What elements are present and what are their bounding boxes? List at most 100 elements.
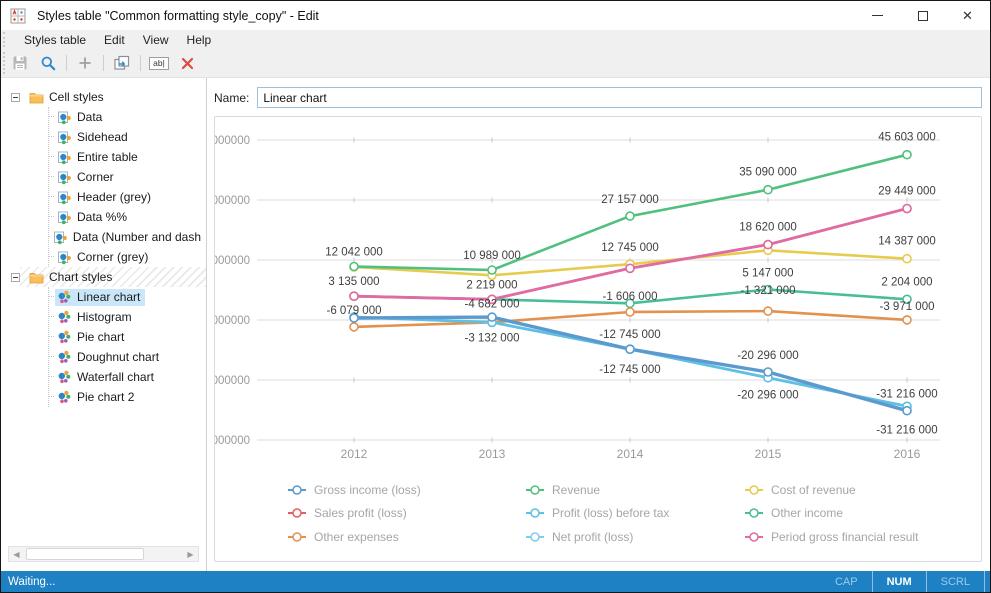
data-point-marker xyxy=(763,239,773,250)
minimize-button[interactable] xyxy=(855,1,900,30)
tree-item-waterfall-chart[interactable]: Waterfall chart xyxy=(49,367,206,387)
menu-item-view[interactable]: View xyxy=(142,32,169,47)
copy-icon xyxy=(114,55,130,70)
legend-item-6: Other expenses xyxy=(288,530,399,544)
data-point-marker xyxy=(763,284,773,295)
maximize-icon xyxy=(917,10,928,21)
tree-item-label: Corner (grey) xyxy=(77,250,149,264)
data-point-label: 29 449 000 xyxy=(878,186,936,198)
scrollbar-thumb[interactable] xyxy=(26,548,144,560)
add-button[interactable] xyxy=(72,51,98,75)
legend-marker-icon xyxy=(749,532,759,542)
tree-item-label: Header (grey) xyxy=(77,190,152,204)
tree-item-header-grey-[interactable]: Header (grey) xyxy=(49,187,206,207)
rename-button[interactable]: ab| xyxy=(146,51,172,75)
tree-item-data-number-and-dash[interactable]: Data (Number and dash xyxy=(49,227,206,247)
legend-item-1: Revenue xyxy=(526,483,600,497)
cell-style-icon xyxy=(57,190,72,205)
save-button[interactable] xyxy=(7,51,33,75)
style-editor-panel: Name: 50000000 32000000 14000000 -4000000 -2… xyxy=(195,78,990,571)
legend-marker-icon xyxy=(292,485,302,495)
legend-label: Other income xyxy=(771,506,843,520)
y-axis-tick-label: 14000000 xyxy=(215,255,250,267)
tree-item-label: Waterfall chart xyxy=(77,370,154,384)
data-point-label: 18 620 000 xyxy=(739,222,797,234)
tree-item-label: Entire table xyxy=(77,150,138,164)
style-name-input[interactable] xyxy=(257,87,982,108)
tree-item-sidehead[interactable]: Sidehead xyxy=(49,127,206,147)
data-point-marker xyxy=(902,294,912,305)
close-button[interactable]: ✕ xyxy=(945,1,990,30)
data-labels: 12 042 000 3 135 000 -6 079 000 10 989 000 2… xyxy=(325,132,937,437)
data-point-marker xyxy=(487,294,497,305)
legend-label: Sales profit (loss) xyxy=(314,506,407,520)
data-point-marker xyxy=(349,261,359,272)
data-point-label: 14 387 000 xyxy=(878,236,936,248)
toolbar-separator xyxy=(140,55,141,71)
cell-style-icon xyxy=(53,230,68,245)
tree-item-label: Data xyxy=(77,110,103,124)
styles-tree-panel: Cell styles Data Sidehead Entire table Corne… xyxy=(1,78,207,571)
collapse-icon[interactable] xyxy=(11,272,20,282)
x-axis-tick-label: 2012 xyxy=(341,447,368,461)
data-point-marker xyxy=(902,315,912,325)
tree-item-histogram[interactable]: Histogram xyxy=(49,307,206,327)
data-point-marker xyxy=(625,211,635,221)
tree-item-pie-chart-2[interactable]: Pie chart 2 xyxy=(49,387,206,407)
tree-item-pie-chart[interactable]: Pie chart xyxy=(49,327,206,347)
create-copy-button[interactable] xyxy=(109,51,135,75)
data-point-label: -6 079 000 xyxy=(327,305,382,317)
tree-horizontal-scrollbar[interactable]: ◀ ▶ xyxy=(8,546,199,562)
legend-marker-icon xyxy=(292,532,302,542)
find-button[interactable] xyxy=(35,51,61,75)
tree-item-data-[interactable]: Data %% xyxy=(49,207,206,227)
data-point-label: -4 682 000 xyxy=(465,298,520,310)
cell-style-icon xyxy=(57,250,72,265)
menu-item-help[interactable]: Help xyxy=(186,32,212,47)
tree-item-data[interactable]: Data xyxy=(49,107,206,127)
tree-item-linear-chart[interactable]: Linear chart xyxy=(49,287,206,307)
tree-item-label: Data (Number and dash xyxy=(72,230,201,244)
cell-style-icon xyxy=(57,150,72,165)
tree-item-label: Pie chart xyxy=(77,330,125,344)
tree-group-chart-styles[interactable]: Chart styles xyxy=(1,267,206,287)
data-point-marker xyxy=(902,405,912,416)
tree-item-doughnut-chart[interactable]: Doughnut chart xyxy=(49,347,206,367)
menu-item-styles-table[interactable]: Styles table xyxy=(24,32,87,47)
menu-bar: Styles table Edit View Help xyxy=(1,30,990,49)
data-point-label: -3 971 000 xyxy=(880,301,935,313)
menu-item-edit[interactable]: Edit xyxy=(104,32,125,47)
x-axis-tick-label: 2013 xyxy=(479,447,506,461)
scroll-left-arrow-icon[interactable]: ◀ xyxy=(13,549,20,559)
legend-label: Profit (loss) before tax xyxy=(552,506,669,520)
data-point-marker xyxy=(902,203,912,214)
data-point-marker xyxy=(487,312,497,322)
legend-label: Net profit (loss) xyxy=(552,530,633,544)
legend-label: Revenue xyxy=(552,483,600,497)
tree-item-entire-table[interactable]: Entire table xyxy=(49,147,206,167)
scroll-right-arrow-icon[interactable]: ▶ xyxy=(187,549,194,559)
tree-item-corner-grey-[interactable]: Corner (grey) xyxy=(49,247,206,267)
tree-item-label: Corner xyxy=(77,170,114,184)
legend-marker-icon xyxy=(292,508,302,518)
tree-item-corner[interactable]: Corner xyxy=(49,167,206,187)
data-point-label: -3 132 000 xyxy=(465,332,520,344)
data-point-label: 12 042 000 xyxy=(325,247,383,259)
data-point-label: -31 216 000 xyxy=(876,425,937,437)
search-icon xyxy=(41,56,56,71)
legend-item-5: Other income xyxy=(745,506,843,520)
chart-preview-panel: 50000000 32000000 14000000 -4000000 -2200000… xyxy=(195,116,982,562)
close-icon: ✕ xyxy=(962,8,973,23)
delete-button[interactable] xyxy=(174,51,200,75)
collapse-icon[interactable] xyxy=(11,92,20,102)
window-title: Styles table "Common formatting style_co… xyxy=(37,8,319,23)
data-point-marker xyxy=(625,344,635,354)
app-icon xyxy=(10,8,26,23)
data-point-marker xyxy=(349,313,359,323)
data-point-marker xyxy=(349,291,359,301)
tree-group-cell-styles[interactable]: Cell styles xyxy=(1,87,206,107)
data-point-label: 5 147 000 xyxy=(742,268,793,280)
y-axis-tick-label: 32000000 xyxy=(215,195,250,207)
legend-label: Period gross financial result xyxy=(771,530,919,544)
maximize-button[interactable] xyxy=(900,1,945,30)
